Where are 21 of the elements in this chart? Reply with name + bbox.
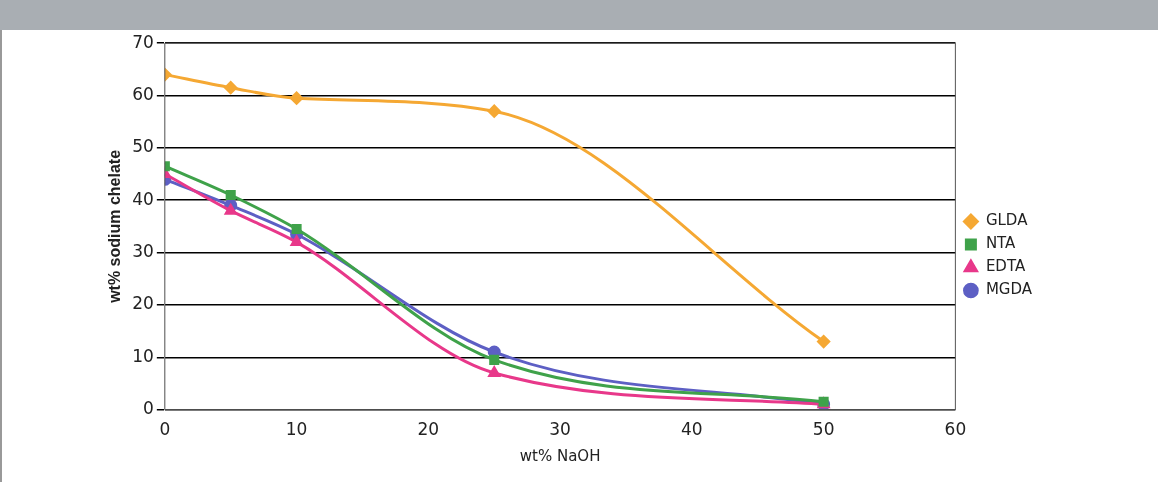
- legend-label: MGDA: [985, 280, 1033, 299]
- x-tick-label: 10: [285, 419, 308, 440]
- x-tick-label: 50: [812, 419, 835, 440]
- legend-label: GLDA: [985, 211, 1029, 230]
- y-tick-label: 60: [132, 83, 154, 104]
- y-tick-label: 70: [132, 31, 154, 52]
- x-tick-label: 0: [159, 419, 171, 440]
- x-tick-label: 20: [417, 419, 440, 440]
- x-tick-label: 40: [681, 419, 703, 440]
- legend-label: EDTA: [985, 257, 1026, 276]
- y-axis-title: wt% sodium chelate: [106, 149, 124, 304]
- x-tick-label: 60: [944, 419, 967, 440]
- y-tick-label: 40: [132, 188, 154, 209]
- x-axis-title: wt% NaOH: [519, 446, 601, 465]
- y-tick-label: 20: [132, 293, 154, 314]
- y-tick-label: 50: [132, 136, 154, 157]
- y-tick-label: 0: [143, 398, 154, 419]
- y-tick-label: 30: [132, 240, 154, 261]
- y-tick-label: 10: [132, 345, 154, 366]
- legend-label: NTA: [985, 234, 1017, 253]
- x-tick-label: 30: [549, 419, 571, 440]
